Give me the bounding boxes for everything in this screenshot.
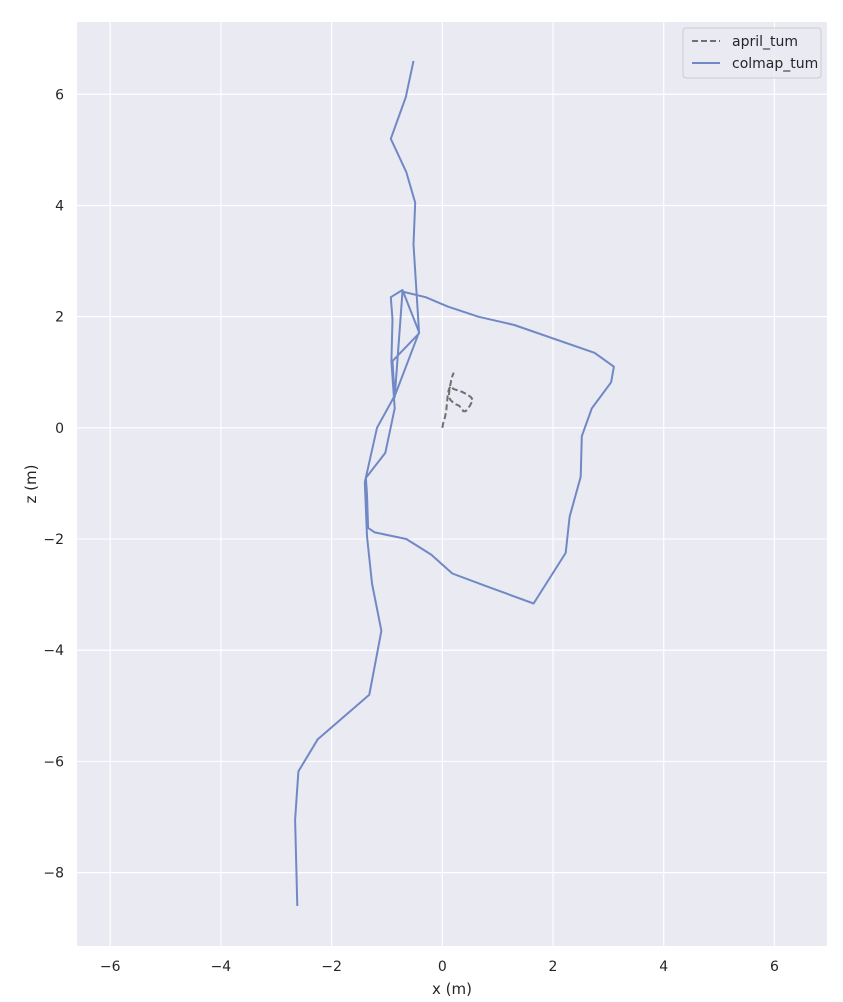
series-layer: [294, 60, 615, 907]
y-tick-label: −8: [43, 866, 64, 882]
y-tick-label: 0: [55, 421, 64, 437]
y-tick-label: 2: [55, 310, 64, 326]
legend-label: april_tum: [732, 34, 798, 50]
y-axis-label: z (m): [22, 465, 40, 504]
y-tick-label: 6: [55, 87, 64, 103]
y-tick-label: 4: [55, 198, 64, 214]
x-tick-label: 2: [549, 959, 558, 975]
tick-labels: −6 −4 −2 0 2 4 6 −8 −6 −4 −2 0 2 4 6: [43, 87, 779, 975]
series-line-april-tum: [441, 372, 474, 428]
x-axis-label: x (m): [432, 980, 472, 998]
y-tick-label: −2: [43, 532, 64, 548]
x-tick-label: 4: [659, 959, 668, 975]
grid-lines: [77, 22, 827, 946]
x-tick-label: 6: [770, 959, 779, 975]
series-line-colmap-tum: [294, 60, 615, 907]
x-tick-label: −4: [211, 959, 232, 975]
x-tick-label: 0: [438, 959, 447, 975]
plot-area: [77, 22, 827, 946]
y-tick-label: −6: [43, 754, 64, 770]
x-tick-label: −6: [100, 959, 121, 975]
x-tick-label: −2: [321, 959, 342, 975]
legend-box: [682, 27, 822, 79]
legend: april_tum colmap_tum: [682, 27, 822, 79]
y-tick-label: −4: [43, 643, 64, 659]
legend-label: colmap_tum: [732, 56, 818, 72]
